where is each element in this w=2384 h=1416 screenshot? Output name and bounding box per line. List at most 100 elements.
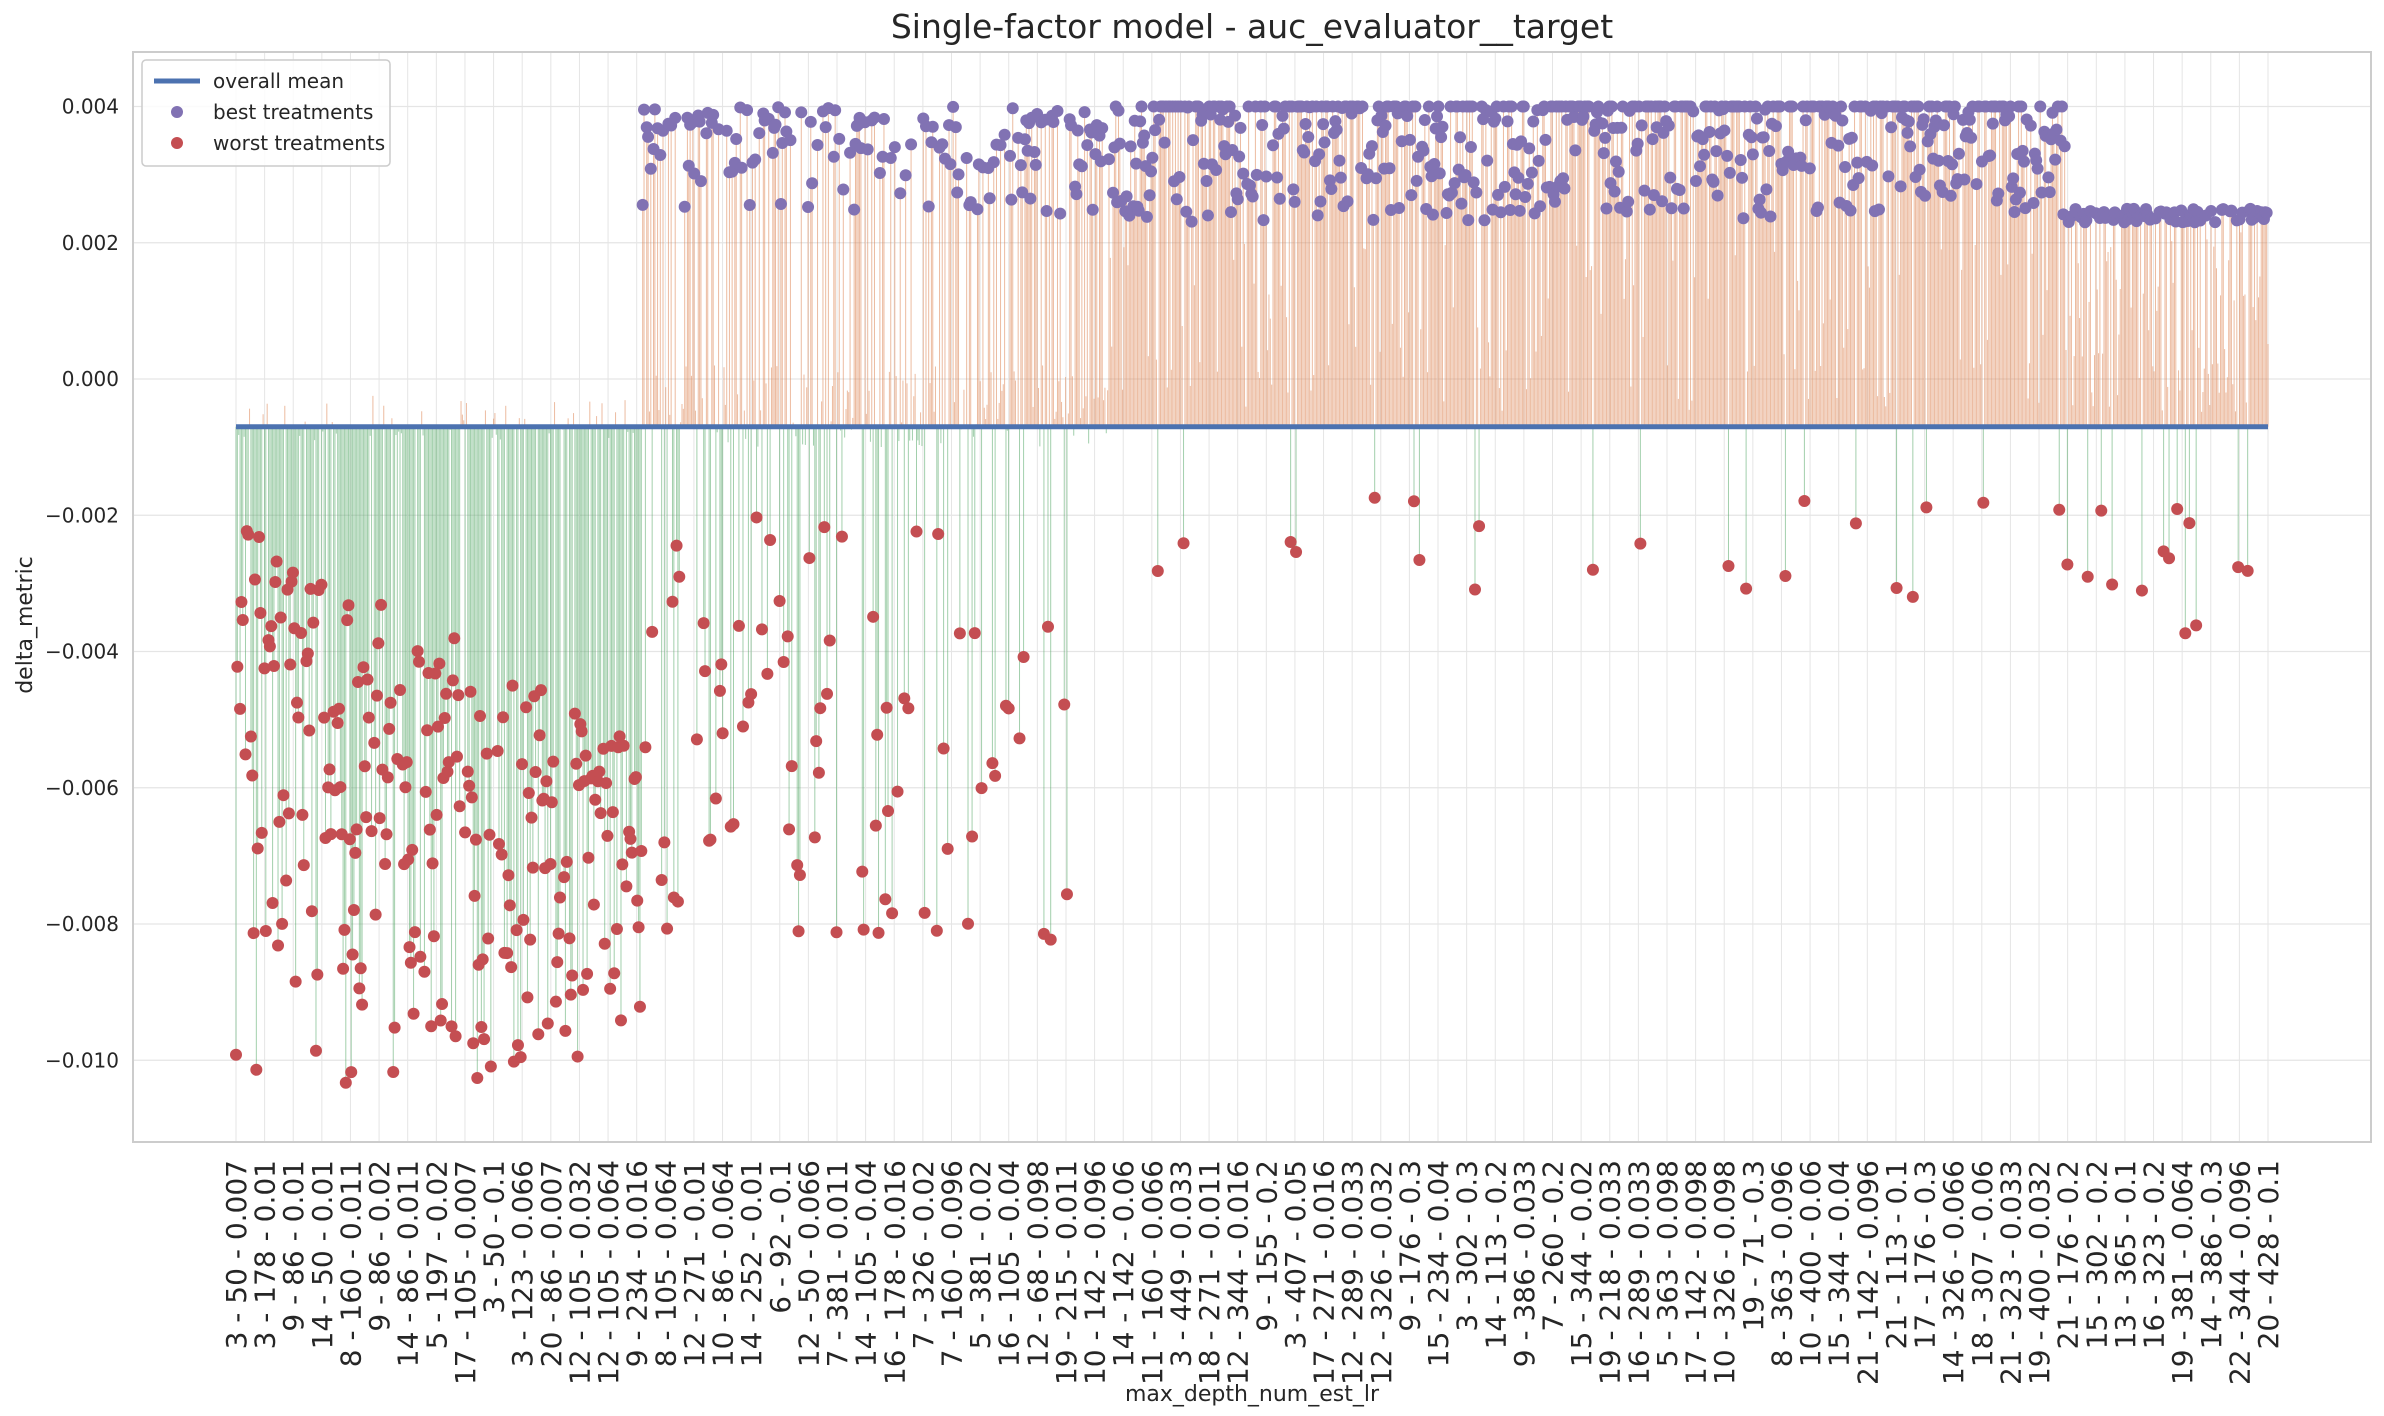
- best-treatment-point: [873, 166, 886, 179]
- worst-treatments-points: [230, 491, 2254, 1089]
- worst-treatment-point: [259, 924, 272, 937]
- best-treatment-point: [1054, 207, 1067, 220]
- best-treatment-point: [998, 128, 1011, 141]
- worst-treatment-point: [349, 846, 362, 859]
- x-tick-label: 19 - 218 - 0.033: [1594, 1160, 1627, 1385]
- worst-treatment-point: [697, 617, 710, 630]
- worst-treatment-point: [1468, 583, 1481, 596]
- best-treatment-point: [1276, 109, 1289, 122]
- worst-treatment-point: [713, 684, 726, 697]
- legend-box: [141, 59, 391, 167]
- best-treatment-point: [1185, 215, 1198, 228]
- best-treatment-point: [1517, 100, 1530, 113]
- worst-treatment-point: [709, 792, 722, 805]
- best-treatment-point: [1512, 171, 1525, 184]
- y-tick-label: −0.010: [45, 1048, 119, 1072]
- worst-treatment-point: [449, 1030, 462, 1043]
- best-treatment-point: [1024, 192, 1037, 205]
- x-tick-label: 21 - 142 - 0.096: [1851, 1160, 1884, 1385]
- best-treatment-point: [1464, 141, 1477, 154]
- worst-treatment-point: [297, 859, 310, 872]
- x-tick-label: 5 - 197 - 0.02: [420, 1160, 453, 1349]
- worst-treatment-point: [646, 625, 659, 638]
- best-treatment-point: [1852, 172, 1865, 185]
- best-treatment-point: [1016, 186, 1029, 199]
- worst-treatment-point: [267, 660, 280, 673]
- best-treatment-point: [1803, 162, 1816, 175]
- worst-treatment-point: [501, 947, 514, 960]
- worst-treatment-point: [1013, 732, 1026, 745]
- best-treatment-point: [1504, 203, 1517, 216]
- worst-treatment-point: [446, 674, 459, 687]
- worst-treatment-point: [354, 962, 367, 975]
- worst-treatment-point: [783, 823, 796, 836]
- best-treatment-point: [1445, 186, 1458, 199]
- worst-treatment-point: [480, 747, 493, 760]
- best-treatment-point: [1646, 133, 1659, 146]
- x-tick-label: 9 - 234 - 0.016: [621, 1160, 654, 1367]
- worst-treatment-point: [750, 511, 763, 524]
- best-treatment-point: [1913, 163, 1926, 176]
- best-treatment-point: [1760, 183, 1773, 196]
- best-treatment-point: [1764, 210, 1777, 223]
- worst-treatment-point: [483, 828, 496, 841]
- worst-treatment-point: [352, 675, 365, 688]
- worst-treatment-point: [781, 630, 794, 643]
- worst-treatment-point: [814, 702, 827, 715]
- worst-treatment-point: [639, 741, 652, 754]
- worst-treatment-point: [941, 842, 954, 855]
- best-treatment-point: [1356, 100, 1369, 113]
- best-treatment-point: [1519, 190, 1532, 203]
- x-tick-label: 7 - 326 - 0.02: [907, 1160, 940, 1349]
- worst-treatment-point: [1890, 581, 1903, 594]
- worst-treatment-point: [2190, 619, 2203, 632]
- best-treatment-point: [642, 130, 655, 143]
- worst-treatment-point: [467, 1037, 480, 1050]
- x-tick-label: 12 - 68 - 0.098: [1021, 1160, 1054, 1367]
- best-treatment-point: [1932, 154, 1945, 167]
- best-treatment-point: [1318, 136, 1331, 149]
- best-treatment-point: [1958, 173, 1971, 186]
- best-treatment-point: [1656, 195, 1669, 208]
- worst-treatment-point: [292, 711, 305, 724]
- worst-treatment-point: [403, 941, 416, 954]
- worst-treatment-point: [407, 1007, 420, 1020]
- worst-treatment-point: [606, 806, 619, 819]
- best-treatment-point: [1710, 145, 1723, 158]
- best-treatment-point: [1370, 172, 1383, 185]
- x-tick-label: 17 - 271 - 0.016: [1308, 1160, 1341, 1385]
- worst-treatment-point: [1290, 545, 1303, 558]
- worst-treatment-point: [282, 807, 295, 820]
- best-treatment-point: [819, 121, 832, 134]
- best-treatment-point: [1919, 189, 1932, 202]
- best-treatment-point: [784, 134, 797, 147]
- worst-treatment-point: [975, 782, 988, 795]
- worst-treatment-point: [272, 939, 285, 952]
- worst-treatment-point: [350, 823, 363, 836]
- worst-treatment-point: [235, 596, 248, 609]
- best-treatment-point: [644, 162, 657, 175]
- best-treatment-point: [1314, 195, 1327, 208]
- worst-treatment-point: [495, 848, 508, 861]
- best-treatment-point: [1577, 110, 1590, 123]
- best-treatment-point: [2205, 205, 2218, 218]
- x-tick-label: 10 - 142 - 0.096: [1079, 1160, 1112, 1385]
- worst-treatment-point: [1041, 620, 1054, 633]
- best-treatment-point: [983, 192, 996, 205]
- best-treatment-point: [1894, 180, 1907, 193]
- worst-treatment-point: [254, 607, 267, 620]
- worst-treatment-point: [553, 891, 566, 904]
- worst-treatment-point: [318, 711, 331, 724]
- best-treatment-point: [1703, 126, 1716, 139]
- worst-treatment-point: [369, 908, 382, 921]
- worst-treatment-point: [704, 833, 717, 846]
- worst-treatment-point: [631, 894, 644, 907]
- worst-treatment-point: [716, 727, 729, 740]
- best-treatment-point: [1866, 159, 1879, 172]
- best-treatment-point: [1513, 204, 1526, 217]
- best-treatment-point: [811, 139, 824, 152]
- best-treatment-point: [1379, 119, 1392, 132]
- best-treatment-point: [1521, 177, 1534, 190]
- best-treatment-point: [2175, 204, 2188, 217]
